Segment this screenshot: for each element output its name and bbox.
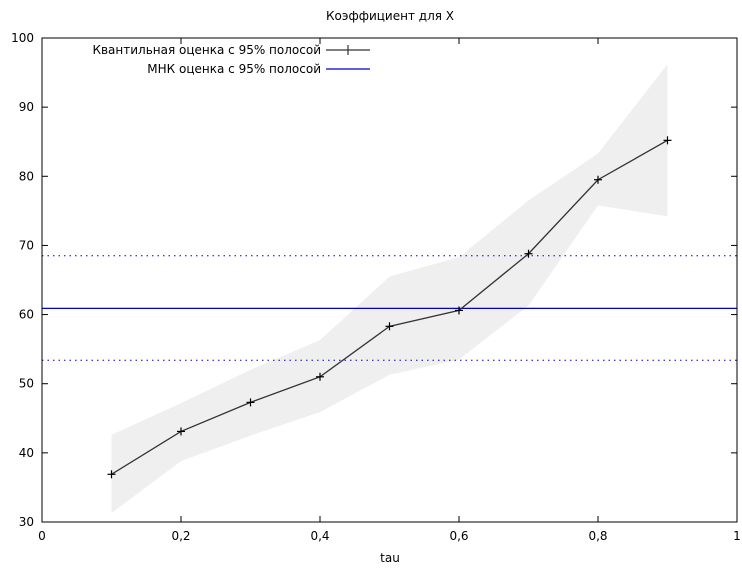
- x-tick-label: 1: [733, 529, 741, 543]
- y-tick-label: 70: [19, 238, 34, 252]
- quantile-markers: [107, 136, 672, 479]
- y-tick-label: 60: [19, 308, 34, 322]
- quantile-point: [524, 249, 533, 258]
- plot-frame: [41, 37, 738, 523]
- legend-swatch-quantile: [326, 45, 370, 55]
- legend-label-ols: МНК оценка с 95% полосой: [147, 62, 321, 76]
- y-tick-label: 50: [19, 377, 34, 391]
- x-axis-label: tau: [380, 551, 400, 565]
- quantile-point: [594, 175, 602, 184]
- y-axis-ticks: 30 40 50 60 70 80 90 100: [11, 31, 737, 529]
- y-tick-label: 40: [19, 446, 34, 460]
- quantile-point: [107, 470, 116, 479]
- y-tick-label: 90: [19, 100, 34, 114]
- quantile-point: [316, 372, 324, 381]
- quantile-point: [177, 427, 185, 436]
- quantile-point: [663, 136, 672, 145]
- x-axis-ticks: 0 0,2 0,4 0,6 0,8 1: [38, 38, 741, 543]
- y-tick-label: 100: [11, 31, 34, 45]
- ols-lines: [42, 255, 737, 361]
- legend: Квантильная оценка с 95% полосой МНК оце…: [92, 43, 370, 76]
- x-tick-label: 0,2: [171, 529, 190, 543]
- x-tick-label: 0: [38, 529, 46, 543]
- quantile-confidence-band: [111, 64, 668, 514]
- chart-title: Коэффициент для X: [326, 9, 454, 23]
- quantile-point: [455, 306, 463, 315]
- y-tick-label: 30: [19, 515, 34, 529]
- quantile-series: [107, 136, 672, 479]
- quantile-band-layer: [111, 64, 668, 514]
- legend-label-quantile: Квантильная оценка с 95% полосой: [92, 43, 321, 57]
- quantile-point: [246, 398, 255, 407]
- quantile-point: [385, 322, 394, 331]
- x-tick-label: 0,6: [449, 529, 468, 543]
- x-tick-label: 0,8: [588, 529, 607, 543]
- y-tick-label: 80: [19, 169, 34, 183]
- x-tick-label: 0,4: [310, 529, 329, 543]
